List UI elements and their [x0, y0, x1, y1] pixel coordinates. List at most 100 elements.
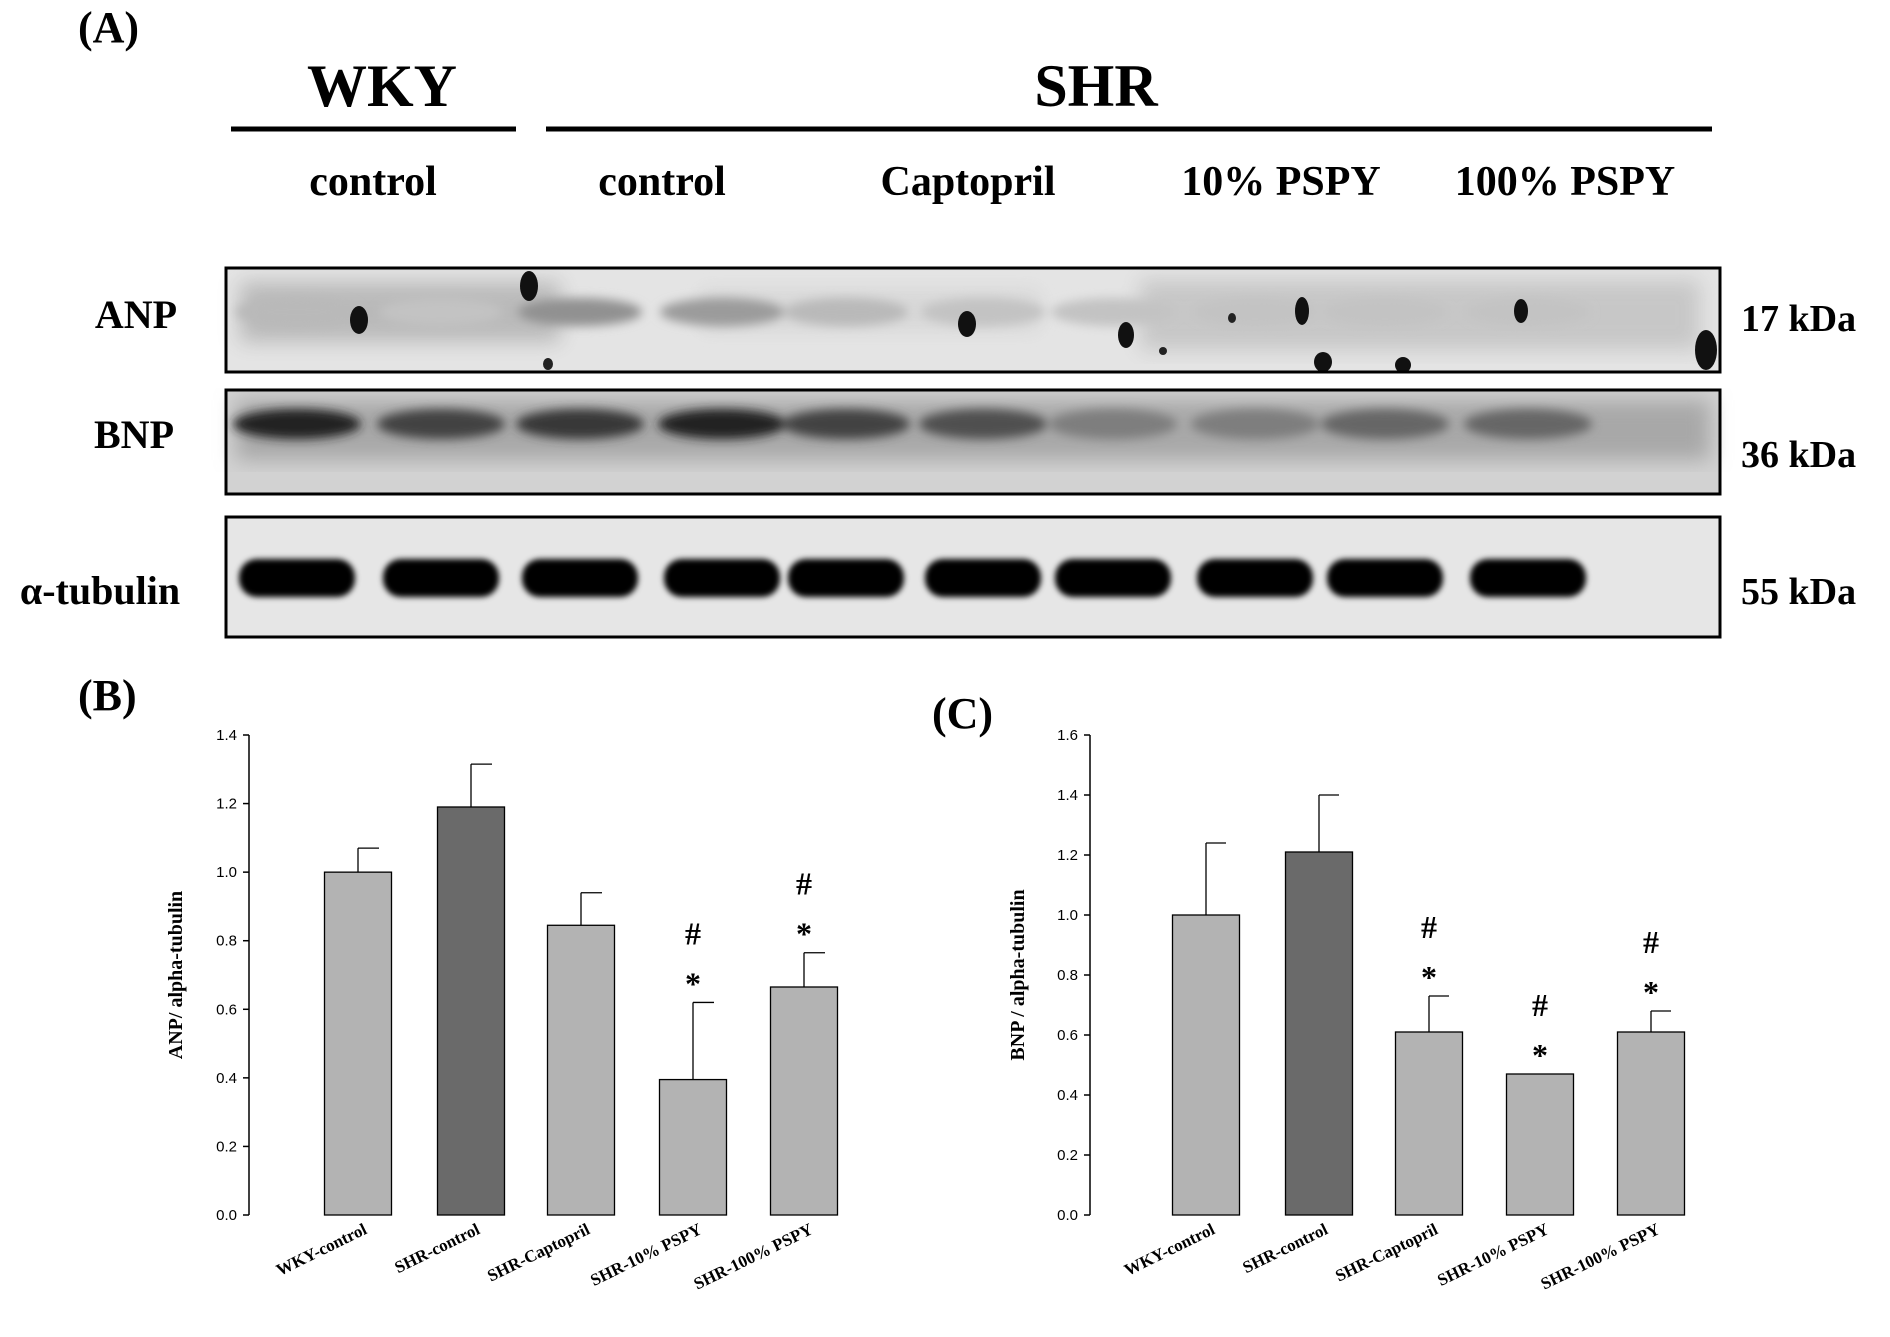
group-label-shr-control: control [598, 159, 726, 205]
anp-band [1466, 298, 1590, 326]
tubulin-band [522, 559, 638, 597]
significance-hash: # [1421, 909, 1437, 945]
bar [769, 986, 839, 1216]
anp-band [1323, 298, 1447, 326]
panel-b-label: (B) [78, 671, 137, 720]
row-label-bnp: BNP [94, 412, 174, 457]
western-blot-panel: (A) WKY SHR control control Captopril 10… [20, 3, 1856, 639]
x-tick-label: SHR-control [1240, 1219, 1331, 1277]
blot-strip-tubulin [224, 515, 1722, 639]
tubulin-band [1055, 559, 1171, 597]
bar [436, 806, 506, 1216]
group-label-100-pspy: 100% PSPY [1455, 159, 1676, 205]
bnp-band [1049, 409, 1177, 439]
y-tick-label: 0.6 [1057, 1027, 1078, 1044]
y-axis-label: BNP / alpha-tubulin [1007, 889, 1029, 1060]
significance-star: * [685, 965, 701, 1001]
shr-header: SHR [1034, 53, 1158, 119]
row-label-anp: ANP [95, 292, 177, 337]
bar [1171, 914, 1241, 1216]
bnp-band [233, 409, 361, 439]
y-tick-label: 0.2 [1057, 1147, 1078, 1164]
tubulin-band [788, 559, 904, 597]
blot-strip-anp [224, 266, 1722, 374]
x-tick-label: WKY-control [273, 1219, 370, 1279]
significance-hash: # [685, 915, 701, 951]
tubulin-band [1327, 559, 1443, 597]
significance-hash: # [796, 866, 812, 902]
row-label-tubulin: α-tubulin [20, 568, 180, 613]
y-tick-label: 1.4 [1057, 787, 1078, 804]
y-axis-label: ANP/ alpha-tubulin [165, 891, 187, 1059]
y-tick-label: 1.6 [1057, 727, 1078, 744]
chart-c-bnp: (C) 0.0 0.2 0.4 0.6 0.8 1.0 1.2 1.4 1.6 BNP / alp… [932, 689, 1686, 1294]
anp-specks [350, 271, 1717, 373]
x-tick-label: SHR-Captopril [484, 1219, 593, 1285]
x-tick-label: SHR-control [392, 1219, 483, 1277]
tubulin-band [1470, 559, 1586, 597]
tubulin-band [239, 559, 355, 597]
bnp-band [1321, 409, 1449, 439]
bar [546, 924, 616, 1216]
bnp-band [377, 409, 505, 439]
anp-band [1051, 298, 1175, 326]
x-tick-label: SHR-Captopril [1332, 1219, 1441, 1285]
anp-band [235, 298, 359, 326]
bar [1505, 1073, 1575, 1216]
x-tick-label: SHR-100% PSPY [691, 1220, 816, 1294]
x-tick-label: SHR-100% PSPY [1538, 1220, 1663, 1294]
kda-label-tubulin: 55 kDa [1741, 571, 1856, 613]
y-tick-label: 1.2 [1057, 847, 1078, 864]
significance-hash: # [1532, 987, 1548, 1023]
y-tick-label: 1.4 [216, 727, 237, 744]
bnp-band [1464, 409, 1592, 439]
panel-a-label: (A) [78, 3, 139, 52]
tubulin-band [664, 559, 780, 597]
tubulin-band [925, 559, 1041, 597]
x-tick-label: WKY-control [1121, 1219, 1218, 1279]
y-tick-label: 1.2 [216, 796, 237, 813]
anp-band [1193, 298, 1317, 326]
bnp-band [919, 409, 1047, 439]
y-tick-label: 0.8 [1057, 967, 1078, 984]
y-tick-label: 0.2 [216, 1138, 237, 1155]
wky-header: WKY [307, 53, 457, 119]
anp-band [784, 298, 908, 326]
x-tick-label: SHR-10% PSPY [587, 1220, 704, 1290]
y-tick-label: 1.0 [1057, 907, 1078, 924]
y-tick-label: 0.4 [1057, 1087, 1078, 1104]
y-tick-label: 1.0 [216, 864, 237, 881]
tubulin-band [383, 559, 499, 597]
significance-star: * [796, 916, 812, 952]
y-tick-label: 0.0 [1057, 1207, 1078, 1224]
blot-strip-bnp [224, 388, 1722, 496]
panel-c-label: (C) [932, 689, 993, 738]
bar [323, 871, 393, 1216]
significance-star: * [1643, 974, 1659, 1010]
anp-band [660, 298, 784, 326]
bar [1284, 851, 1354, 1216]
significance-star: * [1421, 959, 1437, 995]
bnp-band [782, 409, 910, 439]
group-label-10-pspy: 10% PSPY [1181, 159, 1381, 205]
group-label-wky-control: control [309, 159, 437, 205]
x-tick-label: SHR-10% PSPY [1434, 1220, 1551, 1290]
group-label-captopril: Captopril [880, 159, 1055, 205]
bar [1616, 1031, 1686, 1216]
y-tick-label: 0.4 [216, 1070, 237, 1087]
bnp-band [1191, 409, 1319, 439]
anp-band [379, 298, 503, 326]
y-tick-label: 0.8 [216, 933, 237, 950]
bar [1394, 1031, 1464, 1216]
chart-b-anp: (B) 0.0 0.2 0.4 0.6 0.8 1.0 1.2 1.4 ANP/ alpha-t… [78, 671, 839, 1294]
significance-hash: # [1643, 924, 1659, 960]
y-tick-label: 0.6 [216, 1001, 237, 1018]
bnp-band [516, 409, 644, 439]
bnp-band [658, 409, 786, 439]
bar [658, 1078, 728, 1216]
significance-star: * [1532, 1037, 1548, 1073]
kda-label-bnp: 36 kDa [1741, 434, 1856, 476]
anp-band [518, 298, 642, 326]
